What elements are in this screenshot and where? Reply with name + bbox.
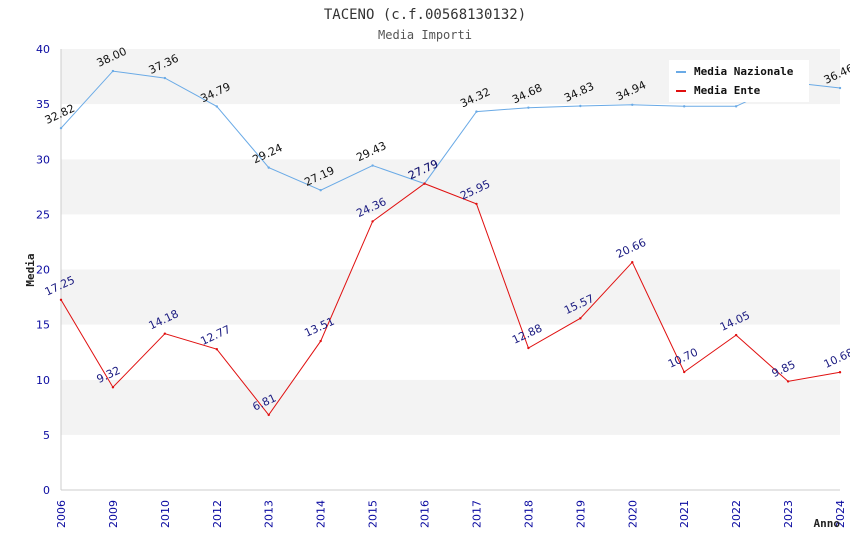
y-tick-label: 35: [36, 98, 50, 111]
y-tick-label: 15: [36, 319, 50, 332]
data-point-media-nazionale: [475, 110, 478, 113]
legend-label-media-ente: Media Ente: [694, 84, 761, 97]
data-point-media-nazionale: [579, 104, 582, 108]
x-tick-label: 2006: [55, 500, 68, 528]
x-tick-label: 2024: [834, 500, 847, 528]
data-point-media-nazionale: [683, 105, 686, 108]
grid-band: [61, 379, 840, 435]
data-point-media-nazionale: [371, 164, 374, 167]
chart-subtitle: Media Importi: [378, 28, 472, 42]
x-tick-label: 2021: [678, 500, 691, 528]
data-point-media-ente: [163, 332, 167, 335]
data-point-media-nazionale: [163, 76, 167, 80]
series-line-media-nazionale: [60, 70, 841, 191]
x-tick-label: 2017: [470, 500, 483, 528]
data-point-media-ente: [215, 348, 218, 351]
data-point-media-ente: [786, 380, 790, 383]
grid-band: [61, 434, 840, 490]
data-point-media-ente: [734, 333, 738, 337]
y-tick-label: 30: [36, 153, 50, 166]
series-lines: [59, 69, 842, 417]
data-point-media-ente: [423, 182, 426, 185]
data-point-media-ente: [111, 386, 115, 389]
grid-band: [61, 324, 840, 380]
grid-band: [61, 269, 840, 325]
x-tick-labels: 2006 2009 2010 2012 2013 2014 2015 2016 2017 2018…: [55, 500, 847, 528]
grid-band: [61, 104, 840, 160]
x-tick-label: 2015: [367, 500, 380, 528]
x-axis-label: Anno: [814, 517, 841, 530]
data-point-media-nazionale: [319, 189, 322, 192]
grid-band: [61, 159, 840, 215]
data-point-media-ente: [319, 339, 322, 343]
x-tick-label: 2012: [211, 500, 224, 528]
chart-title: TACENO (c.f.00568130132): [324, 7, 526, 23]
series-line-media-ente: [60, 183, 841, 416]
x-tick-label: 2009: [107, 500, 120, 528]
data-point-media-ente: [267, 413, 270, 417]
y-tick-label: 40: [36, 43, 50, 56]
data-point-media-ente: [475, 202, 478, 206]
data-point-media-ente: [631, 261, 634, 264]
data-point-media-nazionale: [527, 106, 530, 109]
y-tick-labels: 0 5 10 15 20 25 30 35 40: [36, 43, 50, 497]
data-point-media-nazionale: [59, 126, 63, 130]
legend: Media Nazionale Media Ente: [669, 60, 809, 102]
data-point-media-nazionale: [215, 105, 218, 108]
data-point-media-nazionale: [111, 69, 115, 73]
legend-label-media-nazionale: Media Nazionale: [694, 65, 794, 78]
grid-band: [61, 214, 840, 270]
data-point-media-nazionale: [267, 166, 270, 169]
y-tick-label: 10: [36, 374, 50, 387]
legend-box: [669, 60, 809, 102]
grid-bands: [61, 49, 840, 490]
x-tick-label: 2014: [315, 500, 328, 528]
data-point-media-ente: [371, 220, 374, 223]
x-tick-label: 2013: [263, 500, 276, 528]
x-tick-label: 2018: [522, 500, 535, 528]
data-point-media-ente: [527, 346, 530, 350]
x-tick-label: 2022: [730, 500, 743, 528]
data-point-media-ente: [579, 317, 582, 320]
x-tick-label: 2020: [626, 500, 639, 528]
data-point-media-ente: [59, 298, 63, 302]
data-point-media-nazionale: [631, 103, 634, 106]
data-point-media-nazionale: [838, 86, 842, 90]
x-tick-label: 2010: [159, 500, 172, 528]
x-tick-label: 2016: [419, 500, 432, 528]
y-tick-label: 5: [43, 429, 50, 442]
y-tick-label: 25: [36, 208, 50, 221]
y-tick-label: 20: [36, 264, 50, 277]
data-point-media-ente: [683, 370, 686, 374]
x-tick-label: 2019: [574, 500, 587, 528]
data-point-media-nazionale: [734, 105, 738, 108]
data-point-media-ente: [838, 371, 842, 374]
x-tick-label: 2023: [782, 500, 795, 528]
y-tick-label: 0: [43, 484, 50, 497]
y-axis-label: Media: [24, 253, 37, 286]
